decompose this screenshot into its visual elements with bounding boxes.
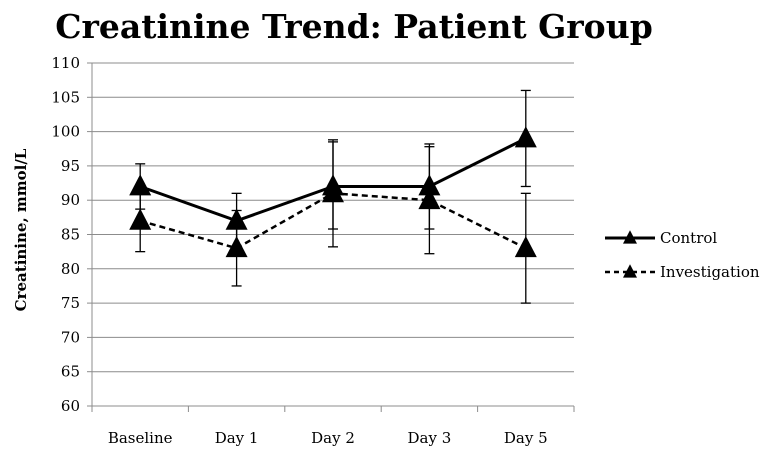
x-tick-label: Day 3	[408, 429, 452, 447]
legend-item-investigation: Investigation	[605, 263, 760, 281]
y-tick-label: 105	[51, 88, 80, 106]
legend: Control Investigation	[605, 229, 760, 281]
x-tick-label: Day 5	[504, 429, 548, 447]
plot-area	[129, 89, 537, 304]
y-tick-label: 60	[61, 397, 80, 415]
legend-label: Investigation	[660, 263, 760, 281]
legend-item-control: Control	[605, 229, 717, 247]
y-tick-label: 75	[61, 294, 80, 312]
data-point	[514, 126, 537, 148]
y-tick-label: 80	[61, 260, 80, 278]
data-point	[514, 235, 537, 258]
y-tick-label: 95	[61, 157, 80, 175]
x-tick-label: Day 1	[215, 429, 259, 447]
data-point	[129, 174, 152, 196]
x-tick-labels: Baseline Day 1 Day 2 Day 3 Day 5	[108, 429, 548, 447]
y-tick-label: 65	[61, 363, 80, 381]
axes	[87, 62, 575, 412]
y-tick-label: 110	[51, 54, 80, 72]
legend-label: Control	[660, 229, 717, 247]
chart-title: Creatinine Trend: Patient Group	[55, 7, 653, 46]
y-tick-label: 100	[51, 123, 80, 141]
x-tick-label: Day 2	[311, 429, 355, 447]
data-point	[129, 208, 152, 230]
series-control	[129, 89, 537, 248]
data-point	[322, 174, 344, 196]
legend-marker	[623, 264, 637, 278]
y-tick-labels: 60 65 70 75 80 85 90 95 100 105 110	[51, 54, 80, 415]
y-tick-label: 70	[61, 328, 80, 346]
data-point	[418, 174, 441, 196]
y-tick-label: 85	[61, 226, 80, 244]
legend-marker	[623, 230, 637, 244]
y-axis-label: Creatinine, mmol/L	[12, 148, 30, 311]
x-tick-label: Baseline	[108, 429, 173, 447]
y-tick-label: 90	[61, 191, 80, 209]
data-point	[225, 208, 248, 230]
